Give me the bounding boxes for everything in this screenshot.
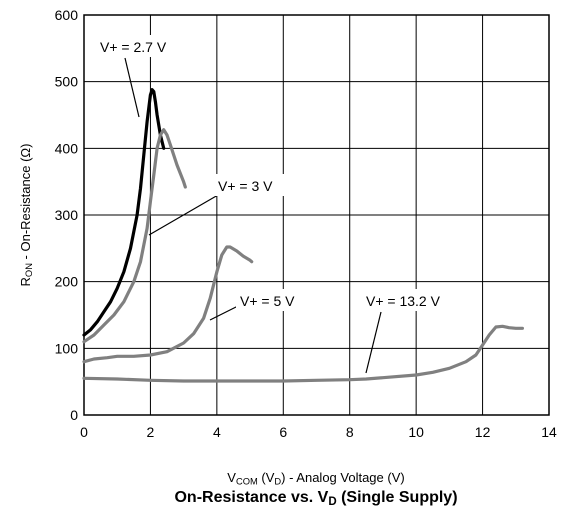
annotation-5v: V+ = 5 V xyxy=(240,293,295,309)
y-tick-label: 300 xyxy=(55,207,79,223)
annotation-box-5v xyxy=(236,289,316,311)
y-tick-label: 200 xyxy=(55,274,79,290)
annotation-box-2-7v xyxy=(96,35,182,57)
x-tick-label: 2 xyxy=(147,424,155,440)
leader-line-3v xyxy=(148,194,219,236)
y-tick-label: 600 xyxy=(55,7,79,23)
x-axis-label: VCOM (VD) - Analog Voltage (V) xyxy=(227,470,405,487)
annotation-3v: V+ = 3 V xyxy=(218,178,273,194)
y-tick-label: 400 xyxy=(55,140,79,156)
x-tick-label: 12 xyxy=(475,424,491,440)
series-line-3 xyxy=(82,324,525,383)
y-axis-label: RON - On-Resistance (Ω) xyxy=(17,143,35,287)
annotations: V+ = 2.7 V V+ = 3 V V+ = 5 V V+ = 13.2 V xyxy=(96,35,461,374)
x-tick-label: 0 xyxy=(80,424,88,440)
annotation-box-3v xyxy=(213,174,293,196)
x-tick-label: 10 xyxy=(408,424,424,440)
y-tick-labels: 0 100 200 300 400 500 600 xyxy=(55,7,79,423)
annotation-box-13-2v xyxy=(361,289,461,311)
plot-frame xyxy=(83,14,550,416)
x-tick-label: 4 xyxy=(213,424,221,440)
series-line-1 xyxy=(82,128,187,344)
leader-line-13-2v xyxy=(365,311,382,374)
leader-line-2-7v xyxy=(124,57,140,118)
leader-line-5v xyxy=(209,304,241,321)
series-layer xyxy=(82,88,525,383)
y-tick-label: 100 xyxy=(55,340,79,356)
x-tick-label: 6 xyxy=(279,424,287,440)
x-tick-label: 8 xyxy=(346,424,354,440)
annotation-13-2v: V+ = 13.2 V xyxy=(366,293,441,309)
series-line-2 xyxy=(82,245,254,364)
grid xyxy=(83,14,550,416)
annotation-2-7v: V+ = 2.7 V xyxy=(100,39,167,55)
y-tick-label: 0 xyxy=(70,407,78,423)
x-tick-labels: 0 2 4 6 8 10 12 14 xyxy=(80,424,557,440)
y-tick-label: 500 xyxy=(55,74,79,90)
x-tick-label: 14 xyxy=(541,424,557,440)
chart-title: On-Resistance vs. VD (Single Supply) xyxy=(174,489,458,508)
series-line-0 xyxy=(82,88,166,337)
